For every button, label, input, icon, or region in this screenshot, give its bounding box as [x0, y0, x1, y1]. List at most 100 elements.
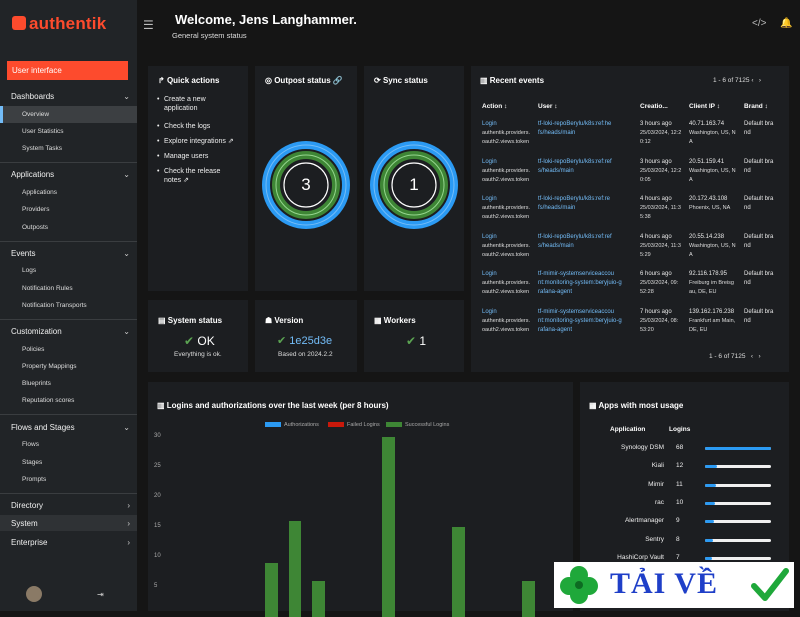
- nav-item-blueprints[interactable]: Blueprints: [22, 380, 51, 387]
- event-user-link[interactable]: rafana-agent: [538, 289, 573, 295]
- event-time-relative: 4 hours ago: [640, 196, 672, 202]
- chevron-left-icon[interactable]: ‹: [750, 353, 754, 360]
- app-usage-bar: [705, 483, 771, 487]
- hamburger-menu-icon[interactable]: ☰: [143, 18, 154, 32]
- link-icon[interactable]: 🔗: [330, 76, 343, 85]
- donut-center: [391, 162, 437, 208]
- event-user-link[interactable]: tf-loki-repoBerylu/k8s:ref:ref: [538, 158, 612, 165]
- event-user-link[interactable]: tf-loki-repoBerylu/k8s:ref:he: [538, 121, 612, 127]
- event-user-link[interactable]: tf-loki-repoBerylu/k8s:ref:re: [538, 196, 611, 202]
- event-time-date: 25/03/2024, 12:2: [640, 167, 682, 174]
- event-action-link[interactable]: Login: [482, 233, 497, 240]
- chevron-right-icon[interactable]: ›: [758, 77, 762, 84]
- nav-section-customization[interactable]: Customization ⌄: [11, 327, 130, 336]
- nav-section-applications[interactable]: Applications ⌄: [11, 170, 130, 179]
- page-subtitle: General system status: [172, 31, 247, 40]
- event-action-link[interactable]: Login: [482, 121, 497, 127]
- col-creation[interactable]: Creatio...: [640, 103, 668, 110]
- workers-card: ▦ Workers ✔ 1: [364, 300, 464, 372]
- event-user-link[interactable]: s/heads/main: [538, 242, 574, 249]
- event-action-link[interactable]: Login: [482, 158, 497, 165]
- nav-item-outposts[interactable]: Outposts: [22, 224, 49, 231]
- nav-item-overview[interactable]: Overview: [0, 106, 137, 123]
- col-application[interactable]: Application: [610, 426, 646, 433]
- chevron-down-icon: ⌄: [123, 423, 130, 432]
- nav-item-system-tasks[interactable]: System Tasks: [22, 145, 62, 152]
- col-action[interactable]: Action ↕: [482, 103, 508, 110]
- event-client-ip: 92.116.178.95: [689, 271, 727, 277]
- chevron-right-icon[interactable]: ›: [758, 353, 761, 360]
- quick-action-explore-integrations[interactable]: Explore integrations ⇗: [157, 137, 234, 146]
- chart-bar-successful-logins[interactable]: [452, 527, 465, 617]
- nav-item-policies[interactable]: Policies: [22, 346, 45, 353]
- col-client-ip[interactable]: Client IP ↕: [689, 103, 720, 110]
- logout-icon[interactable]: ⇥: [97, 590, 104, 599]
- chevron-left-icon[interactable]: ‹: [751, 77, 754, 84]
- event-action-link[interactable]: Login: [482, 196, 497, 202]
- event-user-link[interactable]: nt:monitoring-system:beryjuio-g: [538, 280, 622, 286]
- event-time-relative: 6 hours ago: [640, 271, 672, 277]
- event-user-link[interactable]: nt:monitoring-system:beryjuio-g: [538, 317, 622, 324]
- chart-bar-successful-logins[interactable]: [522, 581, 535, 617]
- nav-section-dashboards[interactable]: Dashboards ⌄: [11, 92, 130, 101]
- event-action-detail: authentik.providers.: [482, 167, 530, 174]
- nav-item-property-mappings[interactable]: Property Mappings: [22, 363, 77, 370]
- nav-section-directory[interactable]: Directory ›: [11, 501, 130, 510]
- nav-section-events[interactable]: Events ⌄: [11, 249, 130, 258]
- chart-bar-successful-logins[interactable]: [288, 521, 302, 617]
- nav-item-providers[interactable]: Providers: [22, 206, 50, 213]
- nav-section-enterprise[interactable]: Enterprise ›: [11, 538, 130, 547]
- event-action-link[interactable]: Login: [482, 308, 497, 315]
- event-user-link[interactable]: s/heads/main: [538, 167, 574, 174]
- chart-bar-successful-logins[interactable]: [382, 437, 395, 617]
- nav-item-notification-transports[interactable]: Notification Transports: [22, 302, 87, 309]
- nav-item-flows[interactable]: Flows: [22, 441, 39, 448]
- watermark-banner: TẢI VỀ: [554, 562, 794, 608]
- nav-item-reputation-scores[interactable]: Reputation scores: [22, 397, 75, 404]
- event-user-link[interactable]: rafana-agent: [538, 326, 573, 333]
- avatar[interactable]: [26, 586, 42, 602]
- nav-item-applications[interactable]: Applications: [22, 189, 58, 196]
- event-time-date: 52:28: [640, 289, 654, 295]
- events-pager-top: 1 - 6 of 7125 ‹ ›: [713, 77, 762, 84]
- event-user-link[interactable]: fs/heads/main: [538, 205, 576, 211]
- chart-bar-successful-logins[interactable]: [311, 581, 325, 617]
- nav-item-prompts[interactable]: Prompts: [22, 476, 47, 483]
- event-client-location: Washington, US, N: [689, 167, 736, 174]
- nav-item-stages[interactable]: Stages: [22, 459, 43, 466]
- bell-icon[interactable]: 🔔: [780, 18, 793, 29]
- event-user-link[interactable]: tf-mimir-systemserviceaccou: [538, 271, 615, 277]
- nav-divider: [0, 241, 137, 242]
- app-usage-bar-fill: [705, 556, 712, 560]
- code-icon[interactable]: </>: [752, 18, 767, 29]
- col-logins[interactable]: Logins: [669, 426, 691, 433]
- nav-section-system[interactable]: System ›: [11, 519, 130, 528]
- col-brand[interactable]: Brand ↕: [744, 103, 768, 110]
- app-usage-bar: [705, 538, 771, 542]
- legend-successful-logins: Successful Logins: [386, 422, 449, 428]
- chart-bar-successful-logins[interactable]: [265, 563, 279, 617]
- event-time-date: 25/03/2024, 08:: [640, 317, 679, 324]
- col-user[interactable]: User ↕: [538, 103, 558, 110]
- app-usage-bar: [705, 556, 771, 560]
- event-user-link[interactable]: tf-loki-repoBerylu/k8s:ref:ref: [538, 233, 612, 240]
- brand-logo[interactable]: authentik: [12, 14, 106, 34]
- event-action-link[interactable]: Login: [482, 271, 497, 277]
- app-name: Synology DSM: [621, 444, 664, 451]
- event-action-detail: oauth2.views.token: [482, 176, 530, 183]
- event-user-link[interactable]: fs/heads/main: [538, 130, 576, 136]
- event-user-link[interactable]: tf-mimir-systemserviceaccou: [538, 308, 615, 315]
- nav-item-notification-rules[interactable]: Notification Rules: [22, 285, 73, 292]
- user-interface-button[interactable]: User interface: [7, 61, 128, 80]
- quick-action-check-logs[interactable]: Check the logs: [157, 122, 210, 131]
- workers-icon: ▦: [374, 316, 384, 325]
- version-value[interactable]: ✔ 1e25d3e: [277, 335, 333, 347]
- nav-item-user-statistics[interactable]: User Statistics: [22, 128, 64, 135]
- quick-action-manage-users[interactable]: Manage users: [157, 152, 208, 161]
- nav-section-flows-and-stages[interactable]: Flows and Stages ⌄: [11, 423, 130, 432]
- version-sub: Based on 2024.2.2: [278, 351, 333, 358]
- event-action-detail: oauth2.views.token: [482, 326, 530, 333]
- nav-item-logs[interactable]: Logs: [22, 267, 37, 274]
